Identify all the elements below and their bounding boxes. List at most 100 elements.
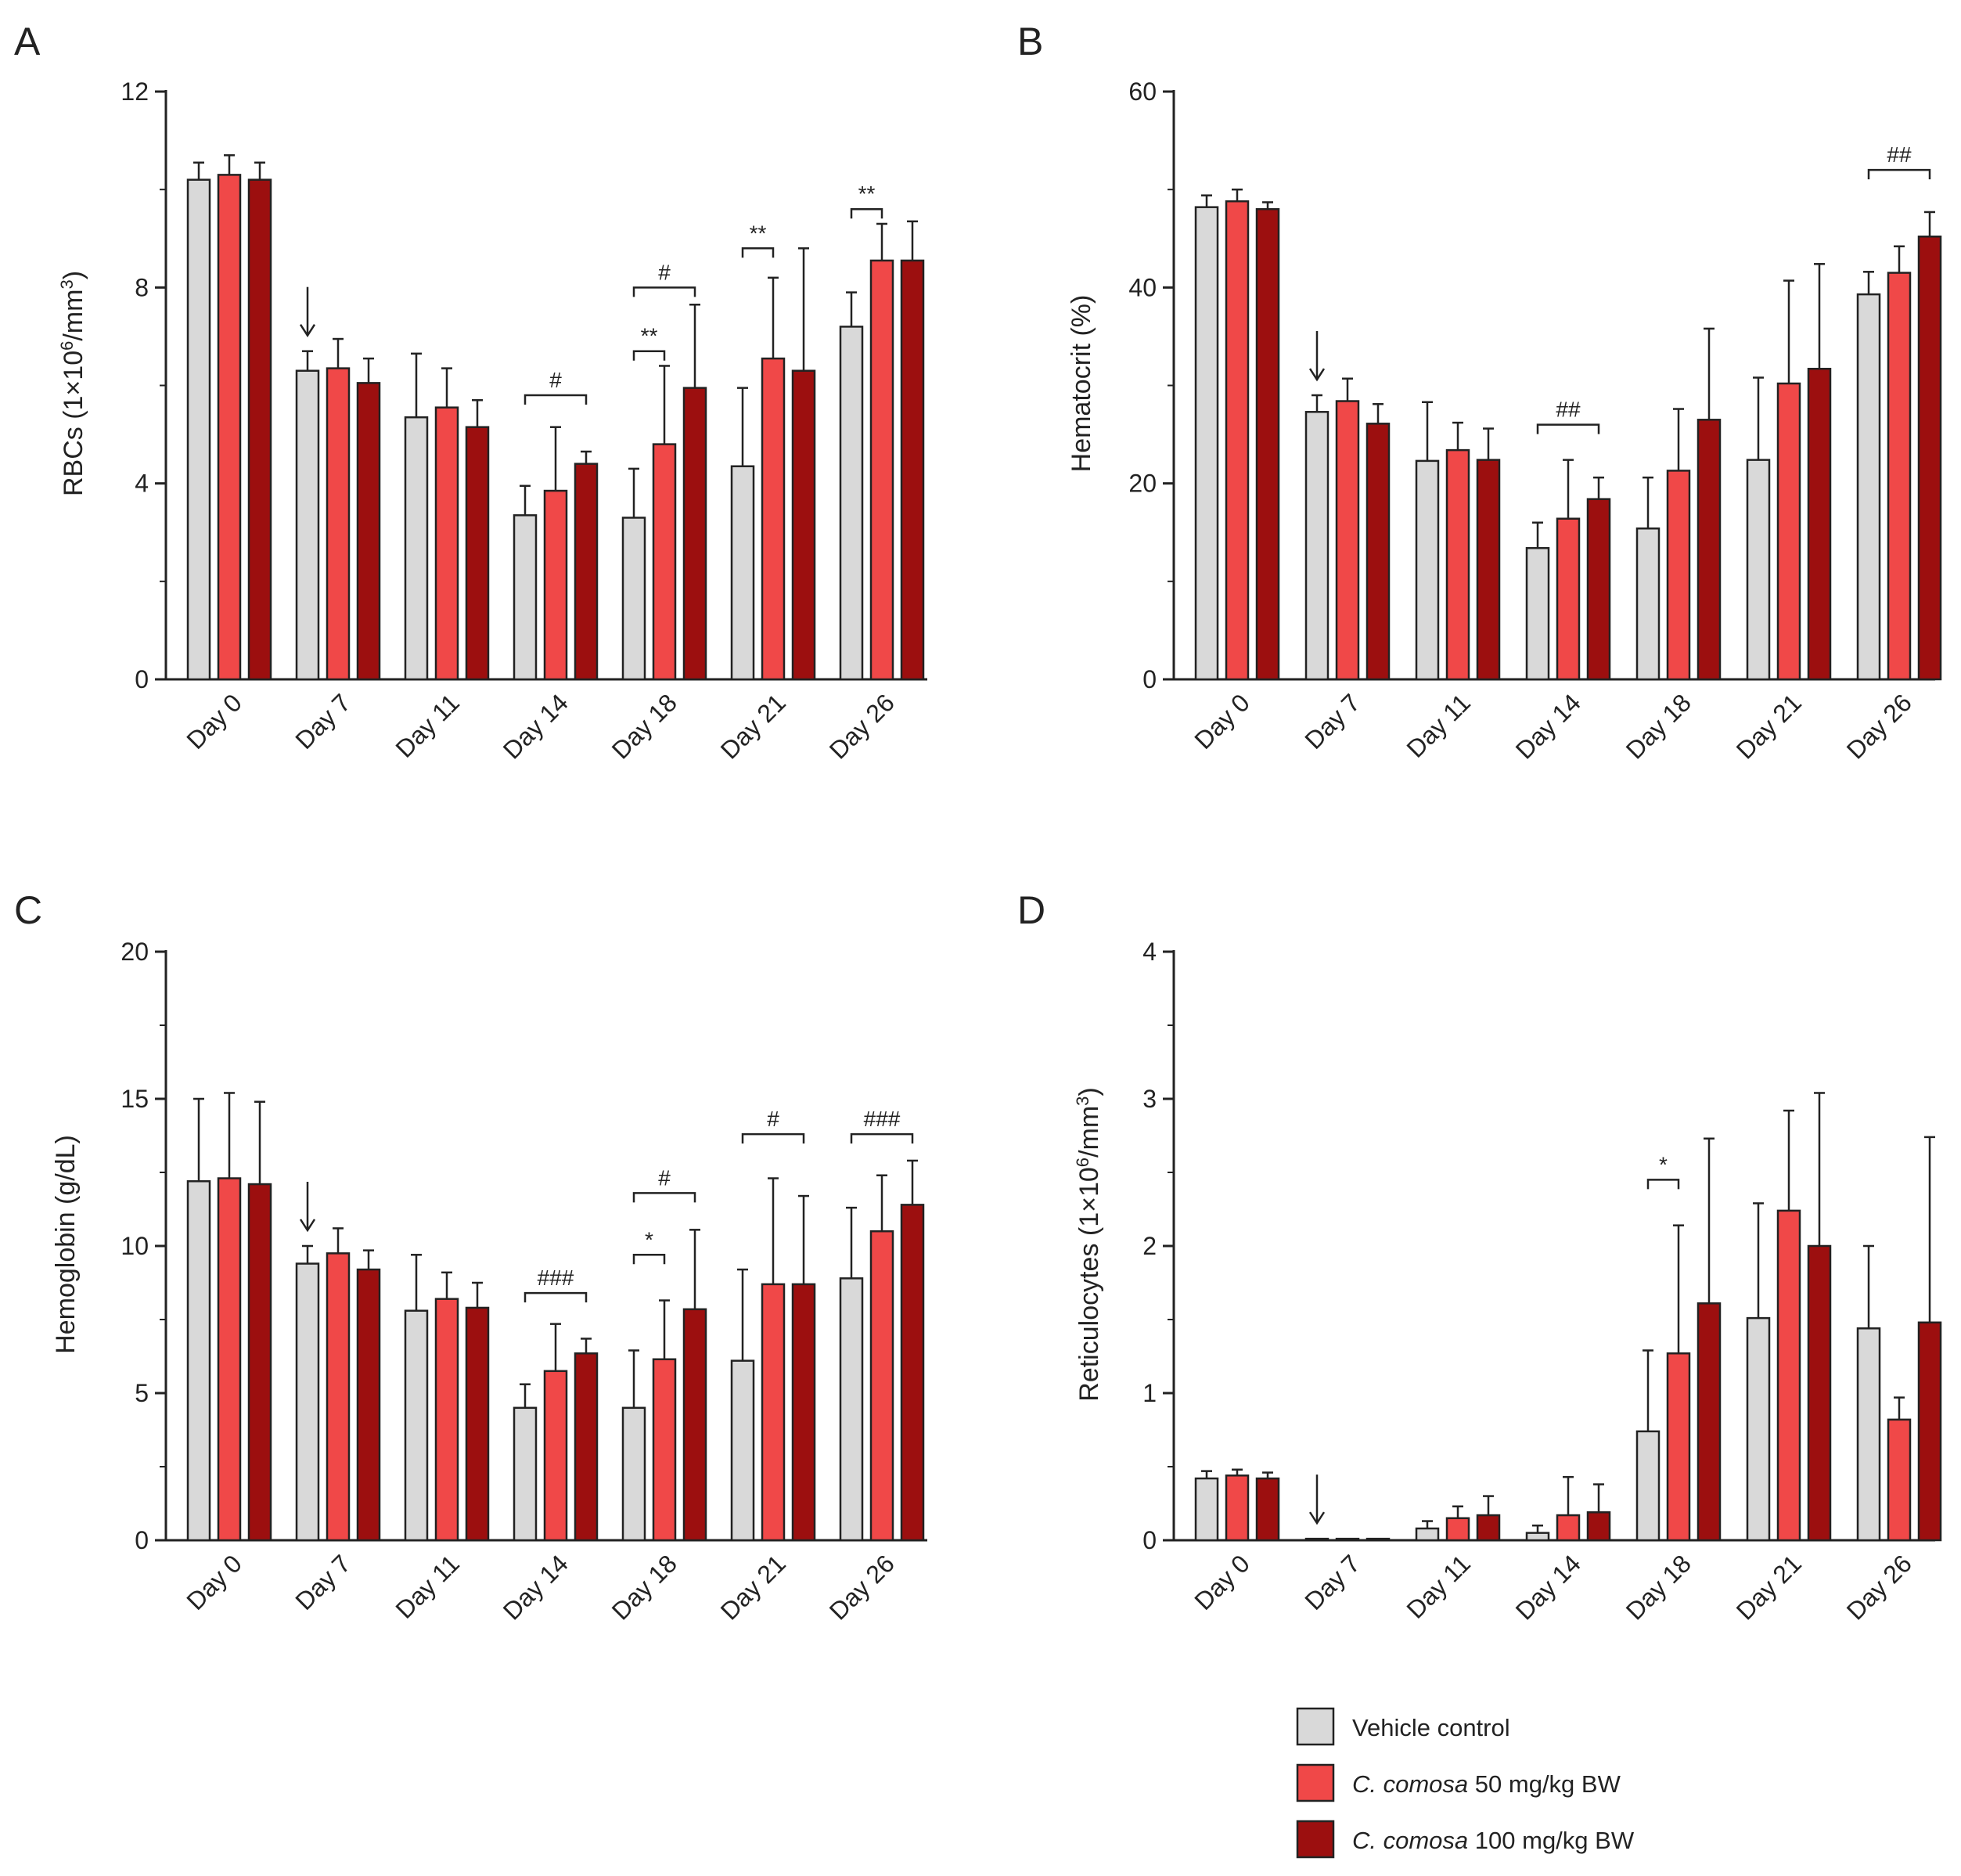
x-tick-label: Day 0 — [1189, 688, 1255, 754]
y-axis-label-part: Hematocrit (%) — [1067, 295, 1096, 473]
x-tick-label: Day 26 — [1841, 1549, 1917, 1625]
bar — [1255, 207, 1280, 681]
x-tick-label: Day 21 — [1731, 688, 1807, 764]
significance-bracket — [741, 247, 775, 258]
bar — [621, 517, 646, 681]
bar — [217, 174, 242, 681]
bar — [1856, 1327, 1881, 1542]
y-tick-label: 12 — [121, 77, 149, 106]
legend-swatch — [1296, 1707, 1335, 1746]
legend-species-name: C. comosa — [1352, 1827, 1468, 1854]
bar — [1697, 419, 1722, 681]
bar — [839, 326, 864, 681]
bar — [1335, 400, 1360, 681]
y-tick-label: 60 — [1128, 77, 1157, 106]
bar — [543, 1370, 568, 1542]
x-tick-label: Day 7 — [290, 688, 356, 754]
significance-label: # — [658, 260, 671, 284]
significance-bracket — [632, 1254, 666, 1265]
plot-A: 0 4 8 12 RBCs (1×106/mm3) Day 0 Day 7 Day 11 Day… — [57, 77, 927, 765]
x-tick-label: Day 7 — [1299, 1549, 1366, 1615]
x-tick-label: Day 11 — [390, 688, 464, 762]
bar — [1476, 1514, 1501, 1542]
significance-bracket — [850, 1132, 914, 1144]
panel-letter-C: C — [14, 888, 42, 932]
significance-bracket — [524, 1291, 588, 1303]
panel-letter-A: A — [14, 20, 41, 63]
bar — [1776, 1209, 1801, 1542]
x-tick-label: Day 7 — [290, 1549, 356, 1615]
x-tick-label: Day 18 — [606, 688, 682, 764]
x-tick-label: Day 14 — [498, 1549, 574, 1625]
legend-swatch — [1296, 1763, 1335, 1802]
significance-label: ** — [641, 324, 658, 348]
legend-label-text: 50 mg/kg BW — [1468, 1770, 1621, 1798]
bar — [791, 1283, 816, 1542]
bar — [1807, 1244, 1832, 1542]
x-tick-label: Day 0 — [181, 688, 247, 754]
significance-label: ### — [864, 1107, 901, 1131]
significance-bracket — [632, 1192, 696, 1203]
y-axis-label-superscript: 6 — [57, 341, 77, 351]
x-tick-label: Day 26 — [1841, 688, 1917, 764]
significance-label: * — [645, 1227, 653, 1251]
bar — [186, 178, 211, 681]
bar — [295, 369, 320, 681]
significance-label: # — [549, 368, 562, 392]
bar — [1525, 547, 1550, 681]
y-tick-label: 20 — [1128, 470, 1157, 498]
bar — [869, 259, 894, 681]
y-axis-label-part: /mm — [59, 290, 88, 341]
x-tick-label: Day 7 — [1299, 688, 1366, 754]
y-axis-label-superscript: 6 — [1073, 1158, 1092, 1167]
bar — [652, 1358, 677, 1542]
bar — [1366, 423, 1391, 681]
y-tick-label: 2 — [1142, 1232, 1157, 1260]
bar — [217, 1177, 242, 1542]
y-axis-label: Hemoglobin (g/dL) — [51, 1135, 81, 1354]
bar — [621, 1406, 646, 1542]
significance-label: ### — [538, 1266, 574, 1290]
y-tick-label: 40 — [1128, 273, 1157, 301]
bar — [1887, 1418, 1912, 1542]
y-tick-label: 0 — [1142, 665, 1157, 693]
x-tick-label: Day 18 — [1621, 1549, 1697, 1625]
bar — [1917, 235, 1942, 681]
bar — [1194, 1477, 1219, 1542]
y-axis-label: Reticulocytes (1×106/mm3) — [1073, 1087, 1104, 1401]
significance-bracket — [741, 1132, 805, 1144]
bar — [1666, 470, 1691, 681]
bar — [1776, 382, 1801, 681]
bar — [1635, 1430, 1661, 1542]
significance-label: # — [658, 1165, 671, 1190]
bar — [1476, 459, 1501, 681]
bar — [295, 1262, 320, 1542]
x-tick-label: Day 11 — [390, 1549, 464, 1623]
significance-label: * — [1659, 1152, 1668, 1176]
bar — [1525, 1532, 1550, 1542]
bar — [761, 357, 786, 681]
bar — [1556, 1514, 1581, 1542]
y-tick-label: 4 — [135, 470, 149, 498]
bar — [869, 1230, 894, 1542]
legend-label: C. comosa 100 mg/kg BW — [1352, 1827, 1635, 1854]
bar — [1225, 1475, 1250, 1542]
y-axis-label-part: Reticulocytes (1×10 — [1074, 1167, 1104, 1402]
x-tick-label: Day 11 — [1401, 1549, 1475, 1623]
bar — [1445, 448, 1470, 681]
bar — [326, 367, 351, 681]
y-tick-label: 15 — [121, 1085, 149, 1113]
bar — [1856, 293, 1881, 681]
bar — [1304, 411, 1330, 681]
bar — [1255, 1477, 1280, 1542]
legend-label-text: 100 mg/kg BW — [1468, 1827, 1635, 1854]
x-tick-label: Day 14 — [1510, 688, 1586, 764]
bar — [247, 178, 272, 681]
bar — [1586, 1511, 1611, 1542]
bar — [404, 416, 429, 681]
legend-label: C. comosa 50 mg/kg BW — [1352, 1770, 1621, 1798]
significance-bracket — [632, 350, 666, 361]
